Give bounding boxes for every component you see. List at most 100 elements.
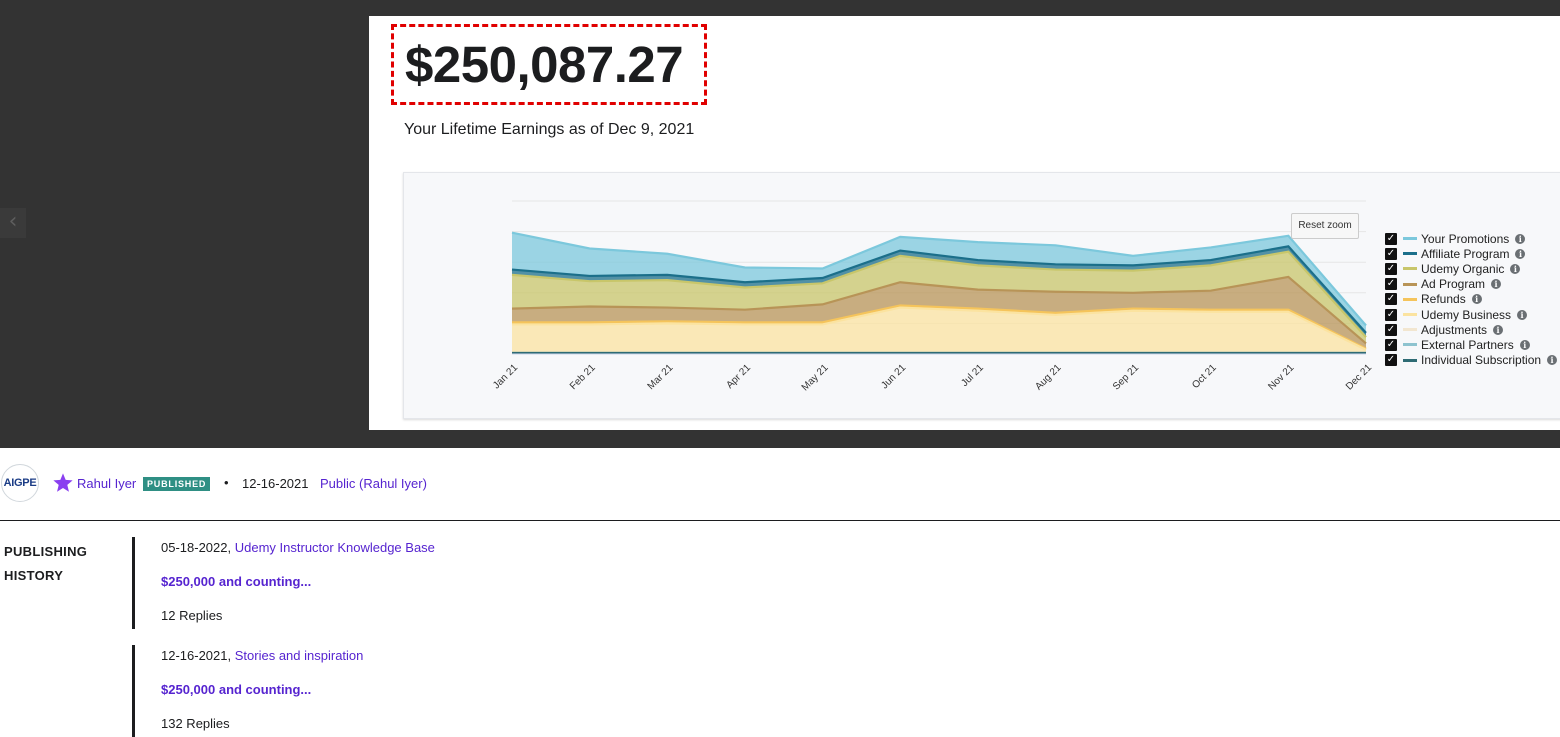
visibility-link[interactable]: Public (Rahul Iyer) xyxy=(320,476,427,491)
info-icon[interactable]: i xyxy=(1519,339,1530,350)
lifetime-earnings-caption: Your Lifetime Earnings as of Dec 9, 2021 xyxy=(404,121,695,138)
checkbox-icon[interactable]: ✓ xyxy=(1385,323,1397,336)
image-viewer: ‹ $250,087.27 Your Lifetime Earnings as … xyxy=(0,0,1560,448)
info-icon[interactable]: i xyxy=(1517,309,1528,320)
history-entry-date: 12-16-2021, xyxy=(161,648,232,663)
legend-item-your-promotions[interactable]: ✓ Your Promotions i xyxy=(1385,231,1557,246)
history-entry-subject-link[interactable]: $250,000 and counting... xyxy=(161,574,312,589)
legend-swatch xyxy=(1403,313,1417,317)
area-udemy-organic xyxy=(512,251,1366,344)
checkbox-icon[interactable]: ✓ xyxy=(1385,262,1397,275)
legend-swatch xyxy=(1403,282,1417,286)
area-ad-program xyxy=(512,276,1366,349)
x-tick-label: Feb 21 xyxy=(568,362,598,392)
checkbox-icon[interactable]: ✓ xyxy=(1385,232,1397,245)
post-meta: AIGPE Rahul Iyer PUBLISHED • 12-16-2021 … xyxy=(0,462,800,504)
earnings-area-chart: Jan 21 Feb 21 Mar 21 Apr 21 May 21 Jun 21 Jul … xyxy=(491,200,1374,393)
checkbox-icon[interactable]: ✓ xyxy=(1385,247,1397,260)
x-tick-label: Apr 21 xyxy=(724,362,753,391)
lifetime-earnings-amount: $250,087.27 xyxy=(391,24,707,105)
info-icon[interactable]: i xyxy=(1510,263,1521,274)
published-badge: PUBLISHED xyxy=(143,477,211,491)
x-tick-label: Mar 21 xyxy=(646,362,676,392)
line-refunds xyxy=(512,304,1367,350)
checkbox-icon[interactable]: ✓ xyxy=(1385,293,1397,306)
history-entry-meta: 05-18-2022, Udemy Instructor Knowledge B… xyxy=(161,540,435,555)
reset-zoom-button[interactable]: Reset zoom xyxy=(1291,213,1359,239)
chart-legend: ✓ Your Promotions i ✓ Affiliate Program i ✓ Ude… xyxy=(1385,231,1558,368)
checkbox-icon[interactable]: ✓ xyxy=(1385,354,1397,367)
legend-item-individual-subscription[interactable]: ✓ Individual Subscription i xyxy=(1385,353,1558,368)
post-date: 12-16-2021 xyxy=(242,476,309,491)
info-icon[interactable]: i xyxy=(1547,355,1558,366)
x-tick-label: Jun 21 xyxy=(879,362,908,391)
x-tick-label: Aug 21 xyxy=(1033,362,1063,392)
x-tick-label: May 21 xyxy=(800,362,831,393)
line-ad-program xyxy=(511,275,1367,345)
legend-swatch xyxy=(1403,237,1417,241)
legend-swatch xyxy=(1403,297,1417,301)
legend-label: Ad Program xyxy=(1421,277,1486,292)
legend-item-external-partners[interactable]: ✓ External Partners i xyxy=(1385,337,1557,352)
legend-swatch xyxy=(1403,252,1417,256)
legend-item-adjustments[interactable]: ✓ Adjustments i xyxy=(1385,322,1557,337)
legend-item-udemy-business[interactable]: ✓ Udemy Business i xyxy=(1385,307,1557,322)
checkbox-icon[interactable]: ✓ xyxy=(1385,278,1397,291)
meta-separator: • xyxy=(224,475,229,490)
legend-swatch xyxy=(1403,328,1417,332)
history-entry: 12-16-2021, Stories and inspiration $250… xyxy=(132,645,832,737)
legend-item-refunds[interactable]: ✓ Refunds i xyxy=(1385,292,1557,307)
history-entry-replies: 132 Replies xyxy=(161,716,230,731)
x-tick-label: Dec 21 xyxy=(1344,362,1374,392)
section-divider xyxy=(0,520,1560,521)
info-icon[interactable]: i xyxy=(1491,279,1502,290)
x-tick-label: Sep 21 xyxy=(1111,362,1141,392)
legend-label: Individual Subscription xyxy=(1421,353,1542,368)
legend-swatch xyxy=(1403,343,1417,347)
info-icon[interactable]: i xyxy=(1515,248,1526,259)
history-entry-subject-link[interactable]: $250,000 and counting... xyxy=(161,682,312,697)
legend-item-affiliate-program[interactable]: ✓ Affiliate Program i xyxy=(1385,246,1557,261)
legend-label: Udemy Business xyxy=(1421,307,1512,322)
earnings-chart: Jan 21 Feb 21 Mar 21 Apr 21 May 21 Jun 21 Jul … xyxy=(403,172,1560,419)
line-your-promotions xyxy=(511,231,1367,327)
x-tick-label: Jul 21 xyxy=(959,362,986,389)
star-icon xyxy=(53,473,73,492)
legend-item-udemy-organic[interactable]: ✓ Udemy Organic i xyxy=(1385,261,1557,276)
legend-swatch xyxy=(1403,267,1417,271)
author-link[interactable]: Rahul Iyer xyxy=(77,476,137,491)
info-icon[interactable]: i xyxy=(1515,233,1526,244)
history-entry-board-link[interactable]: Stories and inspiration xyxy=(234,648,364,663)
history-entry-replies: 12 Replies xyxy=(161,608,223,623)
legend-label: External Partners xyxy=(1421,337,1514,352)
legend-label: Affiliate Program xyxy=(1421,246,1510,261)
legend-label: Udemy Organic xyxy=(1421,261,1505,276)
legend-item-ad-program[interactable]: ✓ Ad Program i xyxy=(1385,277,1557,292)
publishing-history-heading-line1: PUBLISHING xyxy=(4,544,88,559)
history-entry-board-link[interactable]: Udemy Instructor Knowledge Base xyxy=(234,540,435,555)
line-affiliate-program xyxy=(511,245,1367,334)
previous-image-button[interactable]: ‹ xyxy=(0,208,26,238)
x-tick-label: Oct 21 xyxy=(1190,362,1219,391)
info-icon[interactable]: i xyxy=(1493,324,1504,335)
history-entry-meta: 12-16-2021, Stories and inspiration xyxy=(161,648,363,663)
publishing-history-heading: PUBLISHING HISTORY xyxy=(4,540,87,588)
info-icon[interactable]: i xyxy=(1471,294,1482,305)
line-udemy-business xyxy=(512,306,1367,351)
legend-label: Adjustments xyxy=(1421,322,1488,337)
legend-swatch xyxy=(1403,358,1417,362)
checkbox-icon[interactable]: ✓ xyxy=(1385,338,1397,351)
checkbox-icon[interactable]: ✓ xyxy=(1385,308,1397,321)
legend-label: Refunds xyxy=(1421,292,1466,307)
line-udemy-organic xyxy=(511,250,1367,338)
publishing-history-heading-line2: HISTORY xyxy=(4,568,64,583)
history-entry: 05-18-2022, Udemy Instructor Knowledge B… xyxy=(132,537,832,629)
legend-label: Your Promotions xyxy=(1421,231,1510,246)
area-udemy-business xyxy=(512,307,1366,353)
history-entry-date: 05-18-2022, xyxy=(161,540,232,555)
earnings-screenshot: $250,087.27 Your Lifetime Earnings as of… xyxy=(369,16,1560,430)
x-tick-label: Jan 21 xyxy=(491,362,520,391)
avatar[interactable]: AIGPE xyxy=(1,464,39,502)
area-your-promotions xyxy=(512,232,1366,333)
x-tick-label: Nov 21 xyxy=(1266,362,1296,392)
